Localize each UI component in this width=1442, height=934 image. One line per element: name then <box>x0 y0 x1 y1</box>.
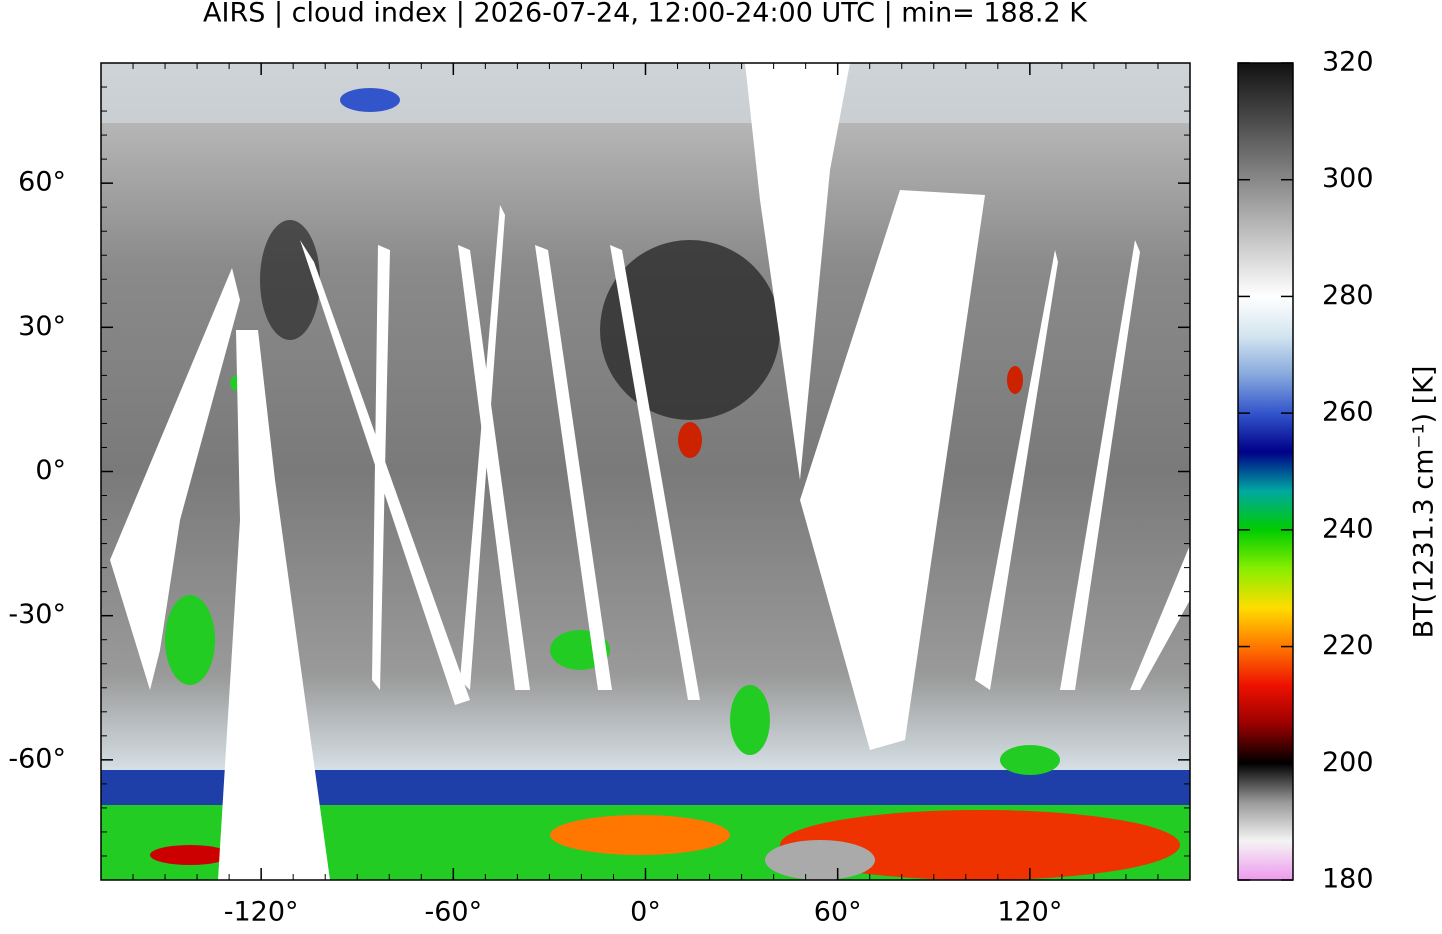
colorbar-label: BT(1231.3 cm⁻¹) [K] <box>1409 366 1440 639</box>
colorbar-tick-label: 280 <box>1322 280 1374 311</box>
swath-gap <box>110 268 240 690</box>
swath-gap <box>458 245 530 690</box>
storm <box>678 422 702 458</box>
storm <box>730 685 770 755</box>
sahara-warm <box>600 240 780 420</box>
x-tick-label: -60° <box>425 897 483 928</box>
antarctic-coldest <box>150 845 230 865</box>
colorbar-tick-label: 240 <box>1322 513 1374 544</box>
swath-gap <box>1130 545 1190 690</box>
storm <box>165 595 215 685</box>
swath-gap <box>800 190 985 750</box>
chart-title: AIRS | cloud index | 2026-07-24, 12:00-2… <box>203 0 1088 29</box>
antarctic-plateau <box>765 840 875 880</box>
colorbar <box>1237 62 1294 881</box>
swath-gap <box>372 245 390 690</box>
y-tick-label: -60° <box>8 743 66 774</box>
swath-gap <box>460 205 505 690</box>
swath-gap <box>218 330 330 880</box>
swath-gap <box>975 250 1058 690</box>
y-tick-label: 60° <box>18 167 66 198</box>
us-warm <box>260 220 320 340</box>
y-tick-label: 0° <box>35 455 66 486</box>
swath-gap <box>745 63 850 480</box>
swath-gap <box>300 240 470 705</box>
x-tick-label: 60° <box>814 897 862 928</box>
storm <box>340 88 400 112</box>
colorbar-tick-label: 260 <box>1322 397 1374 428</box>
swath-gap <box>535 245 612 690</box>
antarctic-coldest <box>550 815 730 855</box>
colorbar-tick-label: 300 <box>1322 163 1374 194</box>
swath-gap <box>1060 240 1140 690</box>
antarctic-coldest <box>780 810 1180 880</box>
colorbar-tick-label: 200 <box>1322 747 1374 778</box>
y-tick-label: -30° <box>8 599 66 630</box>
storm <box>1000 745 1060 775</box>
satellite-image <box>101 63 1190 880</box>
x-tick-label: 0° <box>630 897 661 928</box>
colorbar-tick-label: 320 <box>1322 47 1374 78</box>
colorbar-tick-label: 220 <box>1322 630 1374 661</box>
y-tick-label: 30° <box>18 311 66 342</box>
x-tick-label: 120° <box>997 897 1062 928</box>
swath-gap <box>610 245 700 700</box>
colorbar-tick-label: 180 <box>1322 864 1374 895</box>
x-tick-label: -120° <box>224 897 299 928</box>
storm <box>1007 366 1023 394</box>
swath-gaps <box>110 63 1190 880</box>
